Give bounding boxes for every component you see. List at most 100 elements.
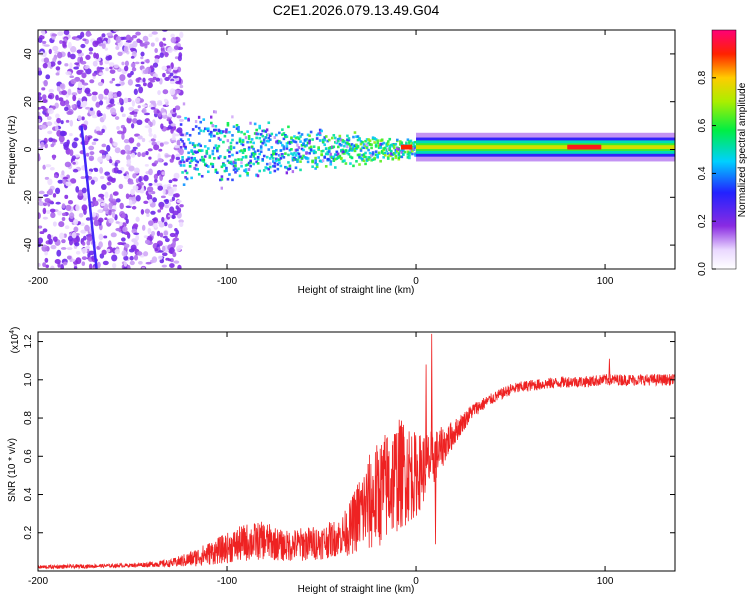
band-cell	[238, 174, 242, 178]
noise-cell	[56, 117, 61, 124]
sparse-cell	[370, 154, 373, 158]
noise-cell	[55, 94, 59, 101]
band-cell	[214, 124, 218, 128]
noise-cell	[144, 208, 151, 214]
band-cell	[206, 127, 210, 131]
band-cell	[314, 151, 317, 154]
band-cell	[306, 133, 310, 137]
x-tick-label: -100	[217, 276, 237, 287]
band-cell	[349, 147, 352, 150]
band-cell	[211, 165, 215, 168]
y-tick-label: 40	[23, 48, 34, 60]
band-cell	[293, 156, 296, 160]
band-cell	[228, 150, 231, 154]
band-cell	[210, 135, 213, 138]
snr-x-ticks: -200 -100 0 100	[28, 332, 614, 587]
band-cell	[377, 151, 381, 155]
noise-cell	[42, 94, 47, 100]
noise-cell	[57, 179, 64, 184]
band-cell	[414, 140, 417, 144]
band-cell	[185, 171, 189, 175]
band-cell	[226, 121, 230, 125]
band-cell	[199, 158, 203, 162]
noise-cell	[133, 113, 137, 118]
band-cell	[311, 159, 314, 163]
band-cell	[338, 134, 342, 138]
noise-cell	[163, 162, 168, 166]
band-cell	[288, 142, 292, 145]
band-cell	[330, 156, 334, 160]
band-cell	[318, 139, 322, 142]
noise-cell	[179, 84, 184, 89]
band-cell	[258, 126, 261, 130]
band-cell	[279, 141, 283, 145]
sparse-cell	[340, 138, 343, 142]
sparse-cell	[187, 117, 190, 121]
noise-cell	[75, 250, 81, 255]
noise-cell	[44, 164, 52, 168]
noise-cell	[149, 121, 153, 128]
noise-cell	[52, 221, 57, 227]
band-cell	[408, 140, 411, 143]
band-cell	[232, 125, 236, 129]
band-cell	[323, 156, 327, 159]
band-cell	[270, 155, 274, 158]
noise-cell	[42, 228, 48, 233]
noise-cell	[157, 157, 163, 163]
band-cell	[222, 140, 225, 144]
band-cell	[205, 149, 209, 153]
noise-cell	[68, 41, 72, 49]
band-cell	[347, 142, 351, 146]
noise-cell	[80, 229, 87, 234]
band-cell	[190, 176, 193, 180]
noise-cell	[84, 65, 89, 70]
band-cell	[359, 156, 363, 160]
band-cell	[285, 147, 289, 150]
band-cell	[231, 138, 234, 142]
noise-cell	[144, 239, 151, 245]
noise-cell	[127, 79, 133, 86]
band-cell	[397, 152, 401, 155]
band-cell	[235, 123, 239, 127]
noise-cell	[99, 149, 106, 154]
noise-cell	[84, 134, 89, 142]
noise-cell	[172, 107, 176, 113]
band-cell	[216, 146, 219, 150]
band-cell	[355, 159, 358, 163]
noise-cell	[73, 66, 80, 70]
noise-cell	[75, 257, 82, 265]
noise-cell	[148, 199, 153, 204]
noise-cell	[105, 67, 109, 72]
band-cell	[194, 151, 198, 154]
noise-cell	[55, 66, 61, 71]
noise-cell	[60, 120, 64, 125]
band-cell	[237, 128, 240, 132]
sparse-cell	[409, 148, 413, 152]
band-cell	[308, 151, 311, 155]
noise-cell	[134, 167, 140, 174]
band-cell	[197, 132, 201, 135]
band-cell	[383, 146, 387, 150]
x-tick-label: 0	[413, 276, 419, 287]
band-cell	[408, 142, 411, 145]
band-cell	[409, 151, 413, 154]
noise-cell	[104, 171, 111, 176]
noise-cell	[141, 137, 146, 143]
noise-cell	[103, 88, 110, 96]
band-cell	[311, 138, 314, 141]
noise-cell	[125, 218, 129, 224]
sparse-cell	[291, 170, 295, 174]
noise-cell	[104, 191, 109, 199]
noise-cell	[178, 118, 184, 122]
band-cell	[244, 170, 248, 174]
noise-cell	[142, 107, 147, 114]
noise-cell	[90, 179, 95, 185]
band-cell	[284, 152, 287, 155]
noise-cell	[65, 204, 72, 211]
noise-cell	[141, 266, 146, 269]
band-cell	[250, 138, 254, 141]
noise-cell	[77, 115, 82, 121]
band-cell	[346, 142, 349, 146]
noise-cell	[133, 254, 139, 261]
